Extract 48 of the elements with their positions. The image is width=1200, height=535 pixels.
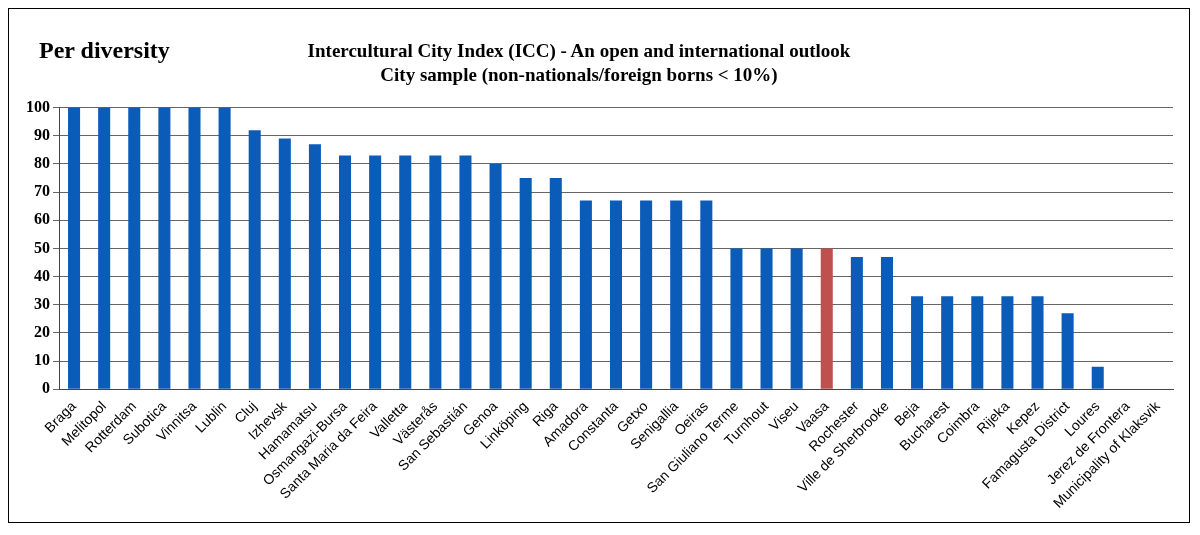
bar <box>730 248 743 389</box>
bar <box>1031 296 1044 389</box>
bar <box>941 296 954 389</box>
bar <box>1061 313 1074 389</box>
bar <box>248 130 261 389</box>
bar <box>1091 366 1104 389</box>
bar <box>760 248 773 389</box>
bar <box>609 200 623 389</box>
bar <box>369 155 382 389</box>
y-tick-label: 30 <box>34 294 50 312</box>
bar <box>128 107 141 389</box>
bar <box>790 248 803 389</box>
y-tick-label: 100 <box>26 97 50 115</box>
bar <box>850 256 863 389</box>
y-tick-label: 60 <box>34 210 50 228</box>
bar <box>399 155 412 389</box>
bar <box>339 155 352 389</box>
bar <box>549 178 562 389</box>
y-tick-label: 80 <box>34 154 50 172</box>
y-tick-label: 90 <box>34 125 50 143</box>
y-tick-label: 70 <box>34 182 50 200</box>
y-tick-label: 40 <box>34 266 50 284</box>
bar <box>429 155 442 389</box>
bar <box>880 256 893 389</box>
bar <box>218 107 231 389</box>
bar <box>700 200 713 389</box>
bar <box>1001 296 1014 389</box>
bar <box>489 163 502 389</box>
y-tick-label: 0 <box>42 379 50 397</box>
chart-title: Per diversity <box>39 37 170 64</box>
bar <box>68 107 81 389</box>
bar <box>158 107 171 389</box>
y-tick-label: 50 <box>34 238 50 256</box>
y-tick-label: 10 <box>34 351 50 369</box>
bar <box>308 144 321 389</box>
bar <box>278 138 291 389</box>
bar <box>911 296 924 389</box>
bar <box>670 200 683 389</box>
bar <box>971 296 984 389</box>
bar <box>820 248 833 389</box>
bar <box>519 178 532 389</box>
chart-subtitle: Intercultural City Index (ICC) - An open and international outlook City sample (non-nationals/foreign borns < 10%) <box>306 39 852 87</box>
bar <box>98 107 111 389</box>
bar <box>459 155 472 389</box>
y-tick-label: 20 <box>34 323 50 341</box>
bar <box>579 200 592 389</box>
bar <box>640 200 653 389</box>
bar <box>188 107 201 389</box>
